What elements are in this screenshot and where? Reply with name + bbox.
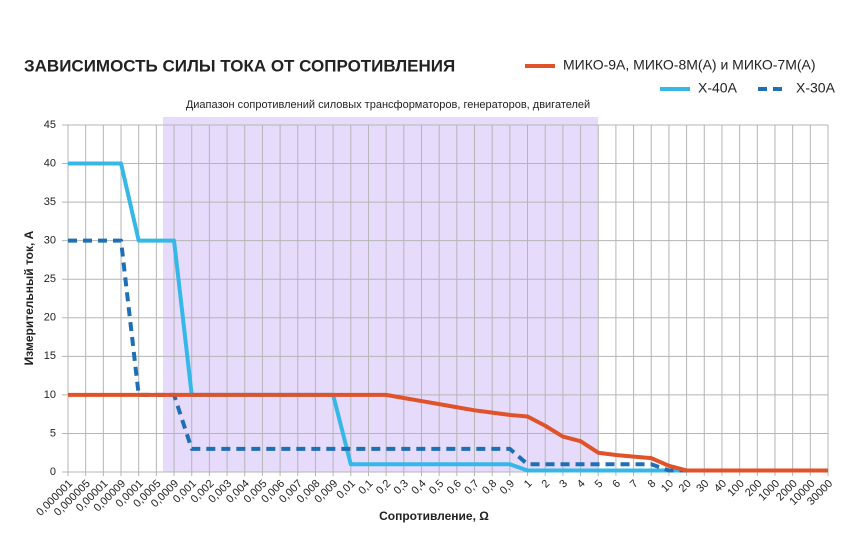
x-tick-label: 0,9 bbox=[498, 478, 517, 497]
x-axis-label: Сопротивление, Ω bbox=[379, 509, 489, 523]
x-tick-label: 0,8 bbox=[480, 478, 499, 497]
x-tick-label: 0,4 bbox=[409, 478, 428, 497]
y-tick-label: 25 bbox=[44, 273, 56, 285]
x-tick-label: 10 bbox=[659, 478, 676, 495]
x-tick-label: 5 bbox=[593, 478, 606, 491]
highlight-range bbox=[163, 117, 598, 472]
x-tick-label: 0,7 bbox=[462, 478, 481, 497]
y-tick-label: 10 bbox=[44, 389, 56, 401]
x-tick-label: 100 bbox=[725, 478, 746, 499]
x-tick-label: 2 bbox=[540, 478, 553, 491]
x-tick-label: 20 bbox=[677, 478, 694, 495]
x-tick-label: 8 bbox=[646, 478, 659, 491]
y-tick-label: 40 bbox=[44, 157, 56, 169]
legend-label: X-30A bbox=[796, 80, 836, 96]
legend-label: МИКО-9А, МИКО-8М(А) и МИКО-7М(А) bbox=[563, 57, 816, 73]
y-axis-label: Измерительный ток, А bbox=[22, 230, 36, 365]
x-tick-label: 6 bbox=[610, 478, 623, 491]
y-tick-label: 5 bbox=[50, 427, 56, 439]
y-tick-label: 45 bbox=[44, 119, 56, 131]
x-tick-label: 0,5 bbox=[427, 478, 446, 497]
y-tick-label: 0 bbox=[50, 466, 56, 478]
x-tick-label: 0,6 bbox=[445, 478, 464, 497]
x-tick-label: 0,1 bbox=[356, 478, 375, 497]
x-tick-label: 3 bbox=[557, 478, 570, 491]
x-tick-label: 7 bbox=[628, 478, 641, 491]
annotation: Диапазон сопротивлений силовых трансформ… bbox=[186, 99, 590, 111]
x-tick-label: 30 bbox=[694, 478, 711, 495]
x-tick-label: 4 bbox=[575, 478, 588, 491]
legend-label: X-40A bbox=[698, 80, 738, 96]
y-tick-label: 30 bbox=[44, 235, 56, 247]
x-tick-label: 0,01 bbox=[334, 478, 358, 502]
y-tick-label: 20 bbox=[44, 312, 56, 324]
y-tick-label: 35 bbox=[44, 196, 56, 208]
series-line bbox=[68, 392, 828, 473]
x-tick-label: 1 bbox=[522, 478, 535, 491]
chart-title: ЗАВИСИМОСТЬ СИЛЫ ТОКА ОТ СОПРОТИВЛЕНИЯ bbox=[24, 56, 455, 75]
y-tick-label: 15 bbox=[44, 350, 56, 362]
x-tick-label: 0,2 bbox=[374, 478, 393, 497]
x-tick-label: 0,3 bbox=[392, 478, 411, 497]
